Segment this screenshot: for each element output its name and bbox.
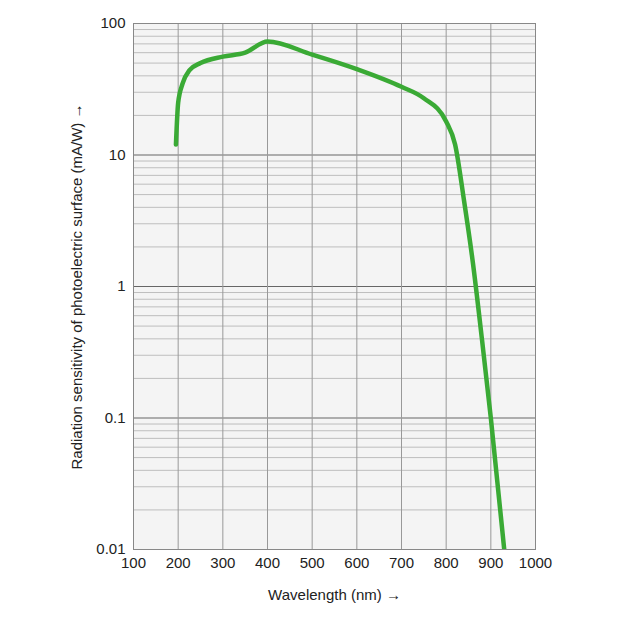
svg-text:10: 10 xyxy=(109,146,126,163)
svg-text:200: 200 xyxy=(166,554,191,571)
svg-text:Radiation sensitivity of photo: Radiation sensitivity of photoelectric s… xyxy=(68,104,85,470)
svg-text:900: 900 xyxy=(478,554,503,571)
svg-text:700: 700 xyxy=(389,554,414,571)
svg-text:500: 500 xyxy=(300,554,325,571)
svg-text:1: 1 xyxy=(117,277,125,294)
svg-text:Wavelength (nm) →: Wavelength (nm) → xyxy=(268,586,401,603)
svg-text:600: 600 xyxy=(344,554,369,571)
svg-text:300: 300 xyxy=(210,554,235,571)
svg-text:400: 400 xyxy=(255,554,280,571)
svg-text:1000: 1000 xyxy=(519,554,552,571)
svg-text:100: 100 xyxy=(121,554,146,571)
svg-text:800: 800 xyxy=(434,554,459,571)
svg-text:0.01: 0.01 xyxy=(96,540,126,558)
svg-text:0.1: 0.1 xyxy=(105,409,126,426)
svg-text:100: 100 xyxy=(100,14,125,31)
